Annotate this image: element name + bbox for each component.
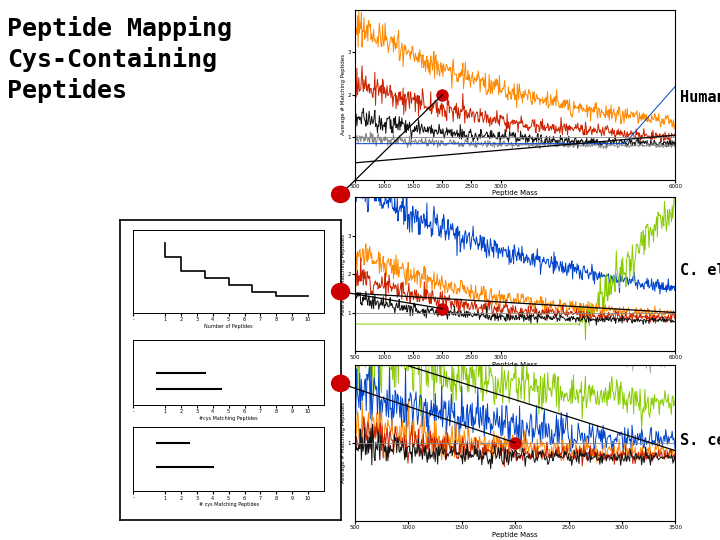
Y-axis label: Average # Matching Peptides: Average # Matching Peptides (341, 402, 346, 483)
X-axis label: #cys Matching Peptides: #cys Matching Peptides (199, 416, 258, 421)
X-axis label: Peptide Mass: Peptide Mass (492, 362, 538, 368)
X-axis label: # cys Matching Peptides: # cys Matching Peptides (199, 502, 258, 507)
X-axis label: Peptide Mass: Peptide Mass (492, 191, 538, 197)
Text: S. cerevisiae: S. cerevisiae (680, 433, 720, 448)
Y-axis label: Average # Matching Peptides: Average # Matching Peptides (341, 54, 346, 135)
Text: Human: Human (680, 90, 720, 105)
X-axis label: Peptide Mass: Peptide Mass (492, 532, 538, 538)
X-axis label: Number of Peptides: Number of Peptides (204, 324, 253, 329)
Y-axis label: Average # Matching Peptides: Average # Matching Peptides (341, 233, 346, 314)
Text: C. elegans: C. elegans (680, 262, 720, 278)
Text: Peptide Mapping
Cys-Containing
Peptides: Peptide Mapping Cys-Containing Peptides (7, 16, 232, 103)
